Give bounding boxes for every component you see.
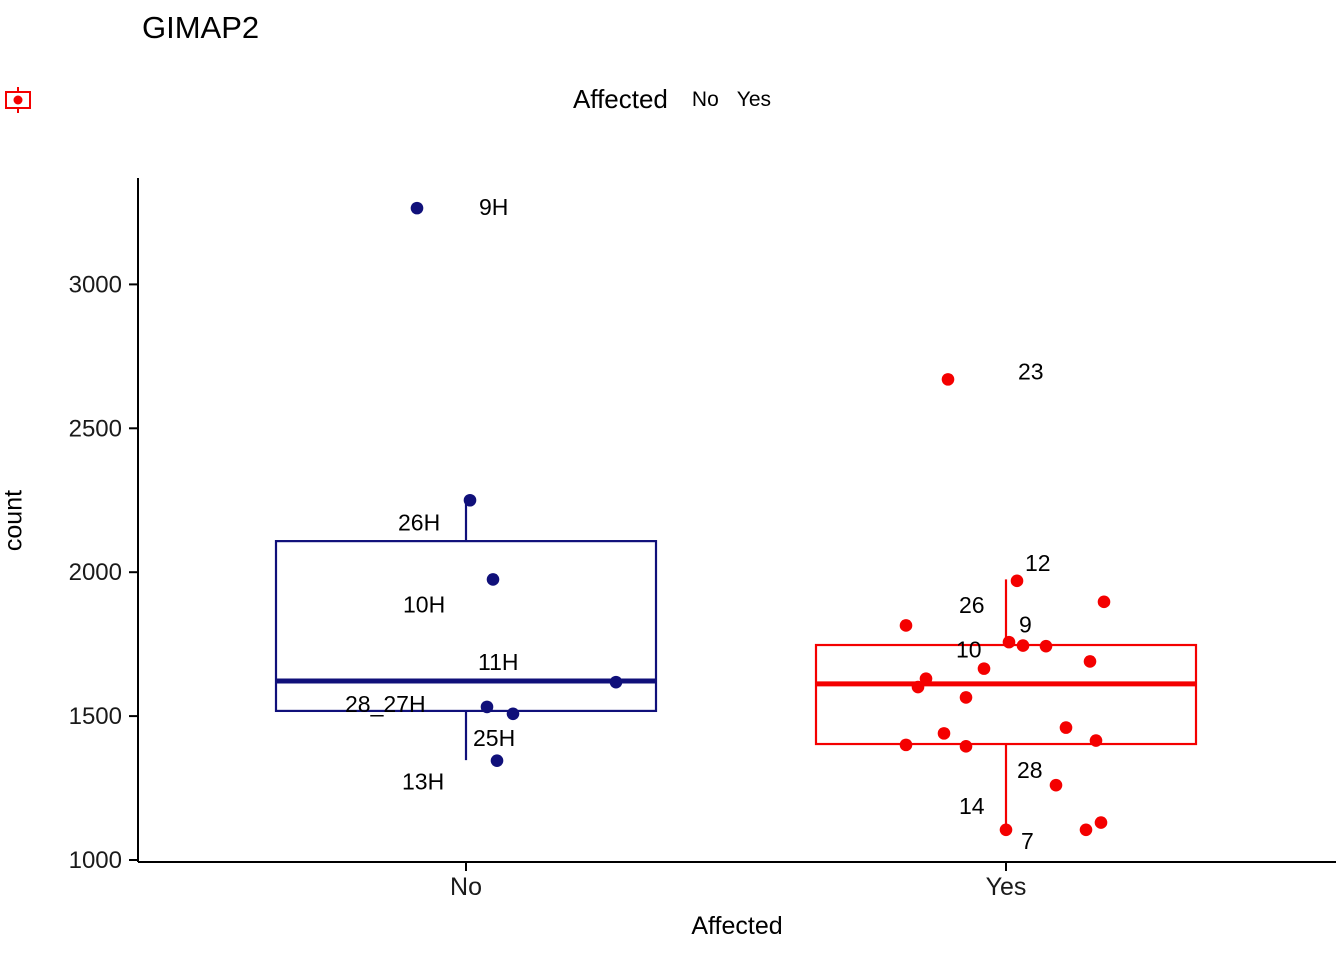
data-point bbox=[1097, 595, 1111, 609]
data-point bbox=[919, 672, 933, 685]
data-point bbox=[1083, 655, 1097, 668]
point-label: 10H bbox=[403, 591, 445, 617]
point-label: 26H bbox=[398, 509, 440, 535]
data-point bbox=[899, 738, 913, 752]
point-label: 13H bbox=[402, 769, 444, 795]
point-label: 11H bbox=[478, 649, 519, 675]
data-point bbox=[1094, 816, 1108, 829]
point-label: 28_27H bbox=[345, 691, 426, 717]
legend-item-yes: Yes bbox=[5, 87, 772, 113]
data-point bbox=[1002, 635, 1016, 649]
data-point bbox=[1089, 734, 1103, 747]
point-label: 26 bbox=[959, 592, 985, 618]
y-tick-label: 2500 bbox=[69, 415, 122, 442]
data-point bbox=[410, 201, 424, 215]
legend-title: Affected bbox=[572, 84, 668, 114]
data-point bbox=[959, 740, 973, 753]
data-point bbox=[1016, 639, 1030, 652]
data-point bbox=[1059, 721, 1073, 734]
data-point bbox=[899, 619, 913, 632]
data-point bbox=[999, 823, 1013, 837]
x-tick-label: No bbox=[450, 873, 482, 901]
data-point bbox=[609, 675, 623, 689]
point-label: 14 bbox=[959, 793, 985, 819]
x-axis-title: Affected bbox=[691, 912, 783, 940]
chart-title: GIMAP2 bbox=[142, 10, 260, 45]
legend: Affected No Yes bbox=[0, 84, 1344, 115]
data-point bbox=[486, 573, 500, 586]
legend-label-yes: Yes bbox=[736, 87, 772, 111]
point-label: 23 bbox=[1018, 358, 1044, 384]
data-point bbox=[1049, 778, 1063, 792]
point-label: 12 bbox=[1025, 550, 1051, 576]
y-tick-label: 2000 bbox=[69, 559, 122, 586]
point-label: 9H bbox=[479, 194, 508, 220]
point-label: 7 bbox=[1021, 828, 1034, 854]
y-tick-label: 1000 bbox=[69, 847, 122, 874]
box bbox=[274, 540, 658, 713]
x-tick-label: Yes bbox=[986, 873, 1027, 901]
data-point bbox=[490, 754, 504, 768]
data-point bbox=[937, 727, 951, 740]
data-point bbox=[977, 662, 991, 675]
legend-label-no: No bbox=[691, 87, 719, 111]
data-point bbox=[463, 493, 477, 507]
data-point bbox=[911, 680, 925, 694]
data-point bbox=[1010, 574, 1024, 588]
point-label: 25H bbox=[473, 725, 515, 751]
y-tick-label: 1500 bbox=[69, 703, 122, 730]
point-label: 9 bbox=[1019, 612, 1032, 638]
box bbox=[814, 643, 1198, 746]
data-point bbox=[480, 700, 494, 714]
point-label: 28 bbox=[1017, 757, 1043, 783]
data-point bbox=[941, 373, 955, 386]
point-label: 10 bbox=[956, 637, 982, 663]
data-point bbox=[1079, 823, 1093, 837]
data-point bbox=[1039, 639, 1053, 653]
data-point bbox=[959, 691, 973, 704]
y-tick-label: 3000 bbox=[69, 271, 122, 298]
data-point bbox=[506, 707, 520, 721]
boxplot-key-yes-icon bbox=[5, 87, 31, 113]
